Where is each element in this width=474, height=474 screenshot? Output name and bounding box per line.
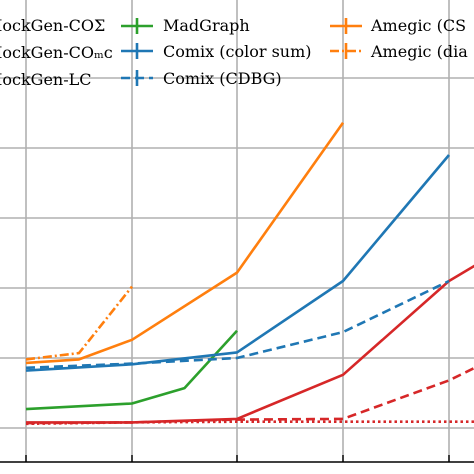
legend-label-amegic-cs: Amegic (CS [370, 16, 466, 35]
series-line-6 [25, 122, 345, 365]
legend-label-mockgen-co-sigma: MockGen-COΣ [0, 16, 105, 35]
legend-marker-comix-cdbg [121, 70, 153, 86]
series-line-5 [25, 279, 450, 370]
series-line-4 [25, 154, 450, 372]
legend-marker-comix-color-sum [121, 43, 153, 59]
legend-label-comix-color-sum: Comix (color sum) [163, 42, 312, 61]
series-lines [25, 122, 474, 426]
legend-label-comix-cdbg: Comix (CDBG) [163, 69, 282, 88]
legend-label-amegic-diagram: Amegic (dia [370, 42, 468, 61]
series-line-2 [25, 420, 474, 426]
legend-label-madgraph: MadGraph [163, 16, 250, 35]
plot-frame [0, 455, 474, 463]
legend-label-mockgen-lc: MockGen-LC [0, 70, 92, 89]
legend-marker-amegic-diagram [330, 43, 362, 59]
series-line-7 [25, 285, 134, 361]
legend: MockGen-COΣ MockGen-COₘᴄ MockGen-LC MadG… [0, 16, 468, 89]
legend-marker-madgraph [121, 18, 153, 34]
grid [0, 0, 474, 462]
legend-label-mockgen-co-mc: MockGen-COₘᴄ [0, 43, 113, 62]
legend-marker-amegic-cs [330, 18, 362, 34]
